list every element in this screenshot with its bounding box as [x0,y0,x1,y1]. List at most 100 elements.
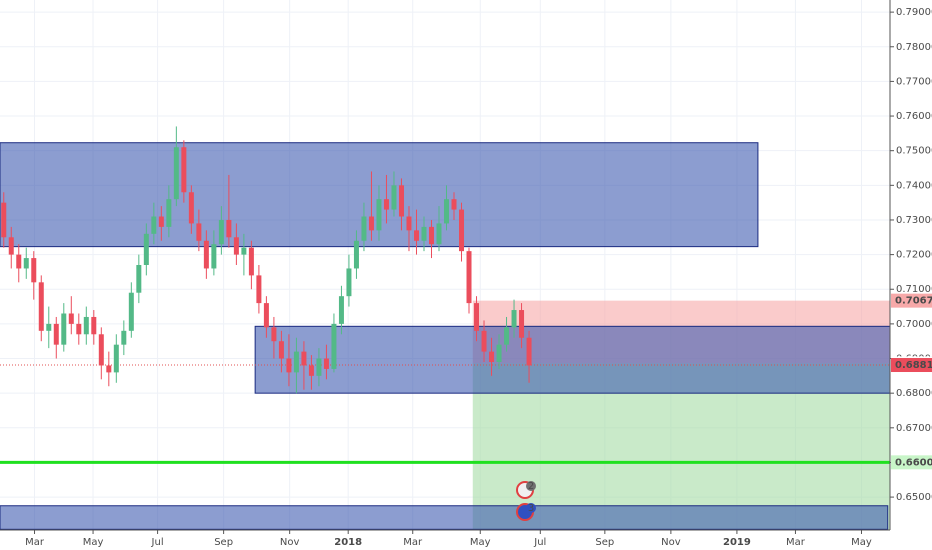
zone [0,505,889,530]
x-tick-label: Mar [786,537,806,548]
candle-body [256,275,262,304]
candle-body [519,310,525,338]
candle-body [451,199,457,210]
candle-body [16,254,22,269]
candle-body [421,226,427,241]
price-label: 0.66003 [895,457,932,468]
candle-body [113,344,119,373]
price-label-bg [891,293,932,308]
candle-body [173,147,179,200]
candle-body [8,237,14,255]
candle-body [346,268,352,297]
candle-body [211,244,217,269]
candle-body [181,147,187,193]
candle-body [496,344,502,362]
price-label: 0.70671 [895,296,932,307]
candle-body [106,365,112,373]
candle-body [278,341,284,359]
event-badge [526,481,536,491]
candle-body [398,185,404,217]
candle-body [383,199,389,210]
x-tick-label: Mar [25,537,45,548]
price-label: 0.68813 [895,360,932,371]
candle-body [196,223,202,241]
x-tick-label: Jul [151,537,164,548]
candle-body [323,358,329,369]
candle-body [166,199,172,227]
candle-body [526,337,532,366]
candle-body [143,233,149,265]
candle-body [68,313,74,324]
candle-body [474,303,480,331]
candle-body [376,199,382,231]
candle-body [436,223,442,245]
candle-body [233,237,239,255]
candle-body [248,247,254,276]
candle-body [489,351,495,362]
zone [254,325,891,394]
x-tick-label: Sep [595,537,614,548]
candle-body [293,351,299,373]
candle-body [31,258,37,283]
candle-body [91,316,97,335]
plot [0,126,890,464]
candle-body [188,192,194,224]
x-tick-label: 2018 [334,537,362,548]
candle-body [151,216,157,234]
candle-body [241,247,247,255]
candle-body [218,219,224,245]
x-tick-label: 2019 [723,537,751,548]
candle-body [203,240,209,269]
x-tick-label: Mar [403,537,423,548]
candle-body [391,185,397,210]
candle-body [271,327,277,342]
candle-body [286,358,292,373]
candle-body [46,323,52,331]
candle-body [1,202,7,238]
candle-body [38,282,44,331]
candle-body [308,365,314,376]
candle-body [504,327,510,345]
x-tick-label: Sep [214,537,233,548]
candle-body [444,199,450,224]
candle-body [406,216,412,231]
candle-body [481,330,487,352]
event-badge [526,503,536,513]
x-tick-label: Jul [533,537,546,548]
candle-body [76,323,82,335]
candle-body [338,296,344,324]
candle-body [226,219,232,238]
y-tick-label: 0.79000 [896,7,932,18]
candle-body [263,303,269,328]
price-label-bg [891,455,932,470]
candle-body [23,258,29,269]
candle-body [511,310,517,328]
event-label: 2 [528,481,534,492]
candle-body [128,292,134,331]
x-tick-label: Nov [661,537,681,548]
candle-body [61,313,67,345]
candle-body [53,323,59,345]
candle-body [121,330,127,345]
x-tick-label: Nov [280,537,300,548]
x-tick-label: May [851,537,872,548]
x-tick-label: May [470,537,491,548]
axes: 0.650000.660000.670000.680000.690000.700… [25,7,932,548]
candle-body [83,316,89,335]
price-label-bg [891,358,932,373]
event-label: 3 [528,503,534,514]
candle-body [136,265,142,293]
